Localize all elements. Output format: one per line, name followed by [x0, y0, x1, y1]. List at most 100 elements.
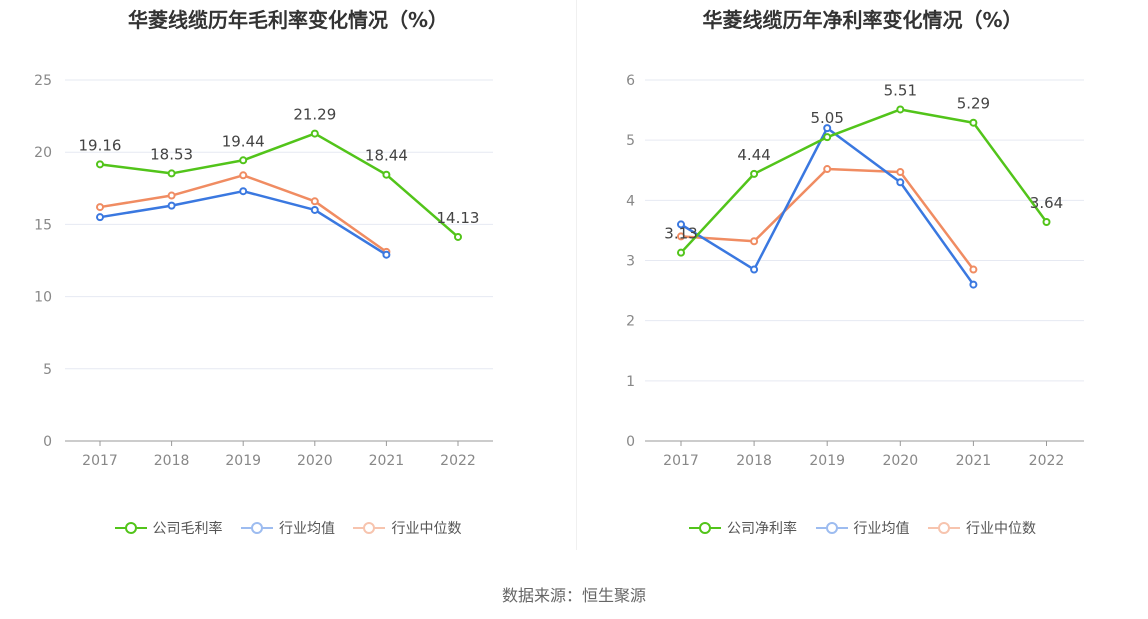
legend-marker-icon: [689, 521, 722, 535]
data-point: [677, 248, 685, 257]
legend-label: 公司净利率: [727, 521, 798, 537]
y-tick-label: 5: [43, 362, 52, 378]
data-point: [969, 118, 978, 127]
data-label: 21.29: [293, 106, 336, 124]
data-label: 4.44: [737, 146, 770, 164]
x-tick-label: 2017: [82, 453, 118, 469]
data-label: 3.13: [664, 225, 697, 243]
legend-label: 公司毛利率: [152, 521, 223, 537]
x-tick-label: 2022: [440, 453, 476, 469]
y-tick-label: 0: [43, 434, 52, 450]
data-source-note: 数据来源：恒生聚源: [501, 586, 646, 605]
data-point: [96, 160, 104, 169]
data-label: 3.64: [1030, 194, 1063, 212]
legend-marker-icon: [353, 521, 386, 535]
data-point: [239, 156, 248, 165]
net-margin-plot: 0 1 2 3 4 5 6 2017 2018 2019 2020 2021 2022 3.13 4.44 5…: [626, 73, 1084, 469]
y-tick-label: 5: [626, 133, 635, 149]
series-line: [99, 174, 388, 253]
legend-label: 行业中位数: [391, 521, 462, 537]
data-point: [310, 205, 319, 214]
x-tick-label: 2018: [154, 453, 190, 469]
legend-item-company[interactable]: 公司毛利率: [114, 518, 223, 538]
legend-label: 行业均值: [279, 521, 335, 537]
data-point: [167, 201, 176, 210]
x-tick-label: 2018: [736, 453, 772, 469]
data-point: [382, 170, 391, 179]
legend-marker-icon: [815, 521, 848, 535]
data-label: 14.13: [437, 209, 480, 227]
data-point: [677, 232, 685, 241]
x-tick-label: 2021: [956, 453, 992, 469]
legend-item-company[interactable]: 公司净利率: [689, 518, 797, 538]
gross-margin-chart: 华菱线缆历年毛利率变化情况（%） 0 5 10 15 20 25 2017 2018 2019 2…: [0, 0, 576, 560]
series-line: [99, 132, 459, 238]
data-point: [382, 250, 391, 259]
data-point: [239, 171, 248, 180]
x-tick-label: 2020: [882, 453, 918, 469]
data-point: [96, 213, 104, 222]
data-point: [677, 220, 685, 229]
data-point: [823, 124, 832, 133]
data-point: [310, 129, 319, 138]
data-label: 18.53: [150, 145, 193, 163]
data-label: 18.44: [365, 147, 408, 165]
chart-title: 华菱线缆历年毛利率变化情况（%）: [127, 8, 449, 32]
y-tick-label: 25: [34, 73, 52, 89]
legend-label: 行业中位数: [965, 521, 1036, 537]
legend-label: 行业均值: [853, 521, 910, 537]
legend: 公司净利率 行业均值 行业中位数: [577, 518, 1148, 539]
x-tick-label: 2017: [663, 453, 699, 469]
data-point: [823, 133, 832, 142]
data-label: 5.51: [884, 81, 917, 99]
legend-marker-icon: [241, 521, 273, 535]
data-point: [823, 165, 832, 174]
legend-item-industry-average[interactable]: 行业均值: [815, 518, 910, 538]
series-line: [680, 167, 975, 271]
legend-marker-icon: [114, 521, 147, 535]
data-point: [750, 265, 759, 274]
legend-item-industry-median[interactable]: 行业中位数: [353, 518, 461, 538]
data-label: 19.16: [79, 136, 122, 154]
chart-title: 华菱线缆历年净利率变化情况（%）: [702, 8, 1023, 32]
data-point: [96, 203, 104, 212]
legend: 公司毛利率 行业均值 行业中位数: [0, 518, 576, 539]
x-tick-label: 2022: [1029, 453, 1065, 469]
y-tick-label: 6: [626, 73, 635, 89]
net-margin-chart: 华菱线缆历年净利率变化情况（%） 0 1 2 3 4 5 6 2017 2018 2019 2020…: [577, 0, 1148, 560]
data-label: 19.44: [222, 132, 265, 150]
y-tick-label: 0: [626, 434, 635, 450]
data-point: [896, 178, 905, 187]
panel-divider: [576, 0, 577, 550]
y-tick-label: 10: [34, 290, 52, 306]
data-point: [750, 237, 759, 246]
x-tick-label: 2019: [225, 453, 261, 469]
y-tick-label: 15: [34, 217, 52, 233]
legend-marker-icon: [927, 521, 960, 535]
data-point: [969, 265, 978, 274]
data-point: [310, 197, 319, 206]
data-point: [167, 191, 176, 200]
legend-item-industry-average[interactable]: 行业均值: [241, 518, 335, 538]
y-tick-label: 4: [626, 193, 635, 209]
series-line: [680, 108, 1048, 254]
data-point: [750, 169, 759, 178]
data-point: [454, 232, 462, 241]
y-tick-label: 3: [626, 254, 635, 270]
data-point: [969, 280, 978, 289]
y-tick-label: 20: [34, 145, 52, 161]
data-point: [239, 187, 248, 196]
y-tick-label: 2: [626, 314, 635, 330]
x-tick-label: 2020: [297, 453, 333, 469]
data-point: [896, 105, 905, 114]
x-tick-label: 2021: [369, 453, 405, 469]
data-point: [896, 168, 905, 177]
data-label: 5.05: [810, 109, 843, 127]
data-point: [1042, 217, 1051, 226]
gross-margin-plot: 0 5 10 15 20 25 2017 2018 2019 2020 2021 2022 19.16 1…: [34, 73, 493, 469]
data-label: 5.29: [957, 95, 990, 113]
legend-item-industry-median[interactable]: 行业中位数: [927, 518, 1036, 538]
x-tick-label: 2019: [809, 453, 845, 469]
y-tick-label: 1: [626, 374, 635, 390]
data-point: [167, 169, 176, 178]
